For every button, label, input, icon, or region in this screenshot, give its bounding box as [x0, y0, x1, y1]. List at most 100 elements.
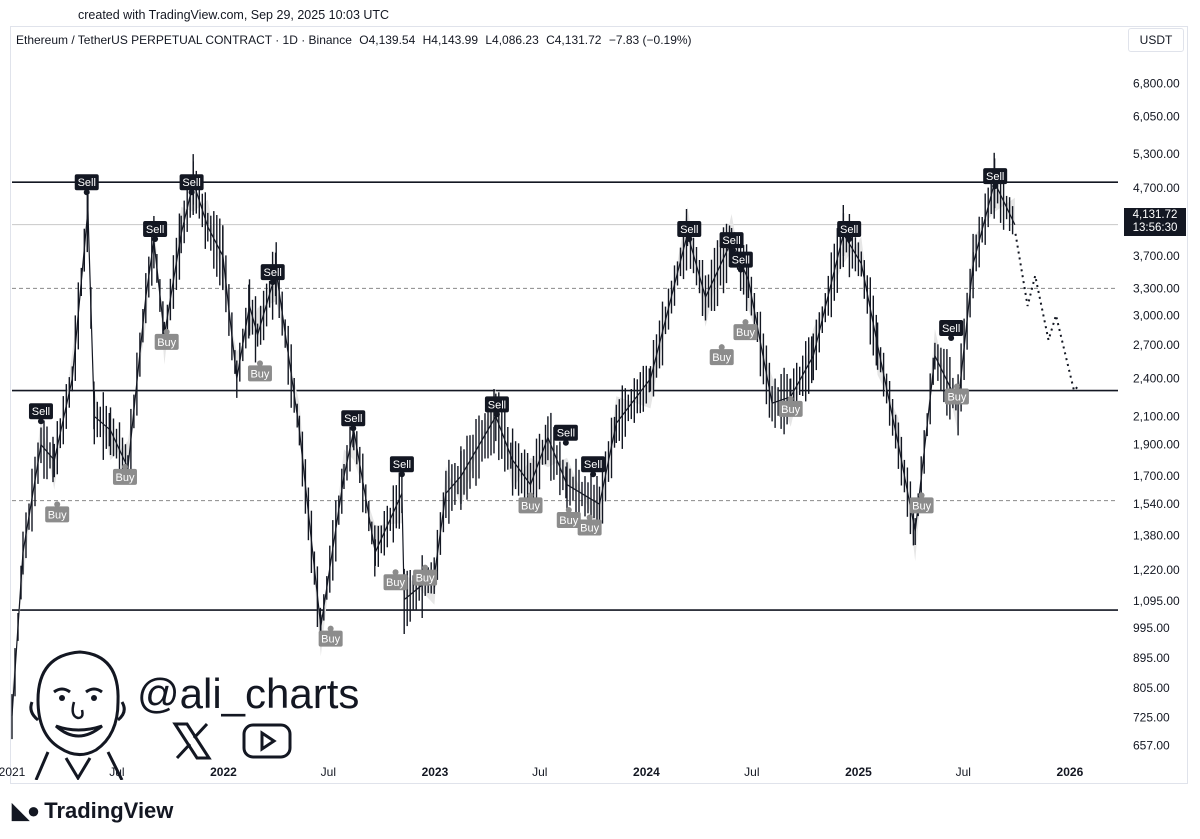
time-tick-label: 2021 [0, 765, 26, 779]
signal-label: Buy [48, 509, 67, 521]
buy-signal: Buy [518, 492, 543, 514]
signal-label: Sell [182, 177, 200, 189]
author-handle: @ali_charts [137, 670, 360, 717]
symbol-name[interactable]: Ethereum / TetherUS PERPETUAL CONTRACT ·… [16, 33, 352, 47]
signal-label: Sell [557, 428, 575, 440]
forecast-path [1014, 233, 1081, 393]
price-tick-label: 2,100.00 [1133, 409, 1180, 423]
chart-frame [10, 26, 1188, 784]
ohlc-low: L4,086.23 [485, 33, 539, 47]
sell-signal: Sell [484, 396, 509, 418]
buy-signal: Buy [909, 492, 934, 514]
symbol-legend: Ethereum / TetherUS PERPETUAL CONTRACT ·… [16, 33, 696, 47]
signal-labels: SellBuySellBuySellBuySellSellBuyBuySellS… [28, 168, 1008, 647]
price-tick-label: 895.00 [1133, 651, 1170, 665]
tradingview-mark-icon: ◣● [12, 798, 40, 823]
signal-label: Sell [32, 406, 50, 418]
currency-selector[interactable]: USDT [1128, 28, 1184, 52]
sell-signal: Sell [143, 221, 168, 243]
ohlc-high: H4,143.99 [422, 33, 479, 47]
social-icons [172, 722, 292, 760]
signal-label: Buy [559, 515, 578, 527]
sell-signal: Sell [677, 221, 702, 243]
signal-label: Sell [942, 323, 960, 335]
signal-label: Buy [321, 634, 340, 646]
buy-signal: Buy [247, 360, 272, 382]
buy-signal: Buy [577, 514, 602, 536]
sell-signal: Sell [939, 319, 964, 341]
price-tick-label: 657.00 [1133, 739, 1170, 753]
signal-label: Buy [250, 368, 269, 380]
forecast-line [1014, 233, 1081, 393]
signal-label: Buy [521, 500, 540, 512]
sell-signal: Sell [983, 168, 1008, 190]
signal-label: Sell [78, 177, 96, 189]
signal-label: Sell [344, 413, 362, 425]
sell-signal: Sell [553, 424, 578, 446]
youtube-icon[interactable] [242, 723, 292, 759]
signal-label: Buy [947, 392, 966, 404]
signal-label: Buy [157, 337, 176, 349]
time-tick-label: Jul [321, 765, 336, 779]
buy-signal: Buy [112, 463, 137, 485]
ohlc-close: C4,131.72 [546, 33, 602, 47]
bar-countdown: 13:56:30 [1132, 222, 1178, 234]
time-tick-label: Jul [956, 765, 971, 779]
price-tick-label: 1,540.00 [1133, 497, 1180, 511]
signal-label: Sell [986, 171, 1004, 183]
signal-label: Buy [736, 327, 755, 339]
price-tick-label: 1,220.00 [1133, 563, 1180, 577]
signal-label: Buy [712, 352, 731, 364]
signal-label: Buy [781, 404, 800, 416]
time-tick-label: 2025 [845, 765, 872, 779]
sell-signal: Sell [719, 232, 744, 254]
price-tick-label: 1,900.00 [1133, 438, 1180, 452]
sell-signal: Sell [74, 174, 99, 196]
signal-label: Sell [722, 235, 740, 247]
signal-label: Sell [393, 459, 411, 471]
sell-signal: Sell [581, 456, 606, 478]
price-tick-label: 6,800.00 [1133, 77, 1180, 91]
sell-signal: Sell [728, 251, 753, 273]
sell-signal: Sell [179, 174, 204, 196]
price-axis: 6,800.00 6,050.00 5,300.00 4,700.00 3,700.00… [1133, 77, 1180, 753]
buy-signal: Buy [413, 564, 438, 586]
sell-signal: Sell [260, 264, 285, 286]
buy-signal: Buy [709, 344, 734, 366]
sell-signal: Sell [28, 403, 53, 425]
price-tick-label: 995.00 [1133, 621, 1170, 635]
ohlc-open: O4,139.54 [359, 33, 416, 47]
signal-label: Sell [732, 255, 750, 267]
signal-label: Sell [146, 224, 164, 236]
price-tick-label: 1,700.00 [1133, 469, 1180, 483]
buy-signal: Buy [383, 569, 408, 591]
sell-signal: Sell [389, 456, 414, 478]
price-tick-label: 805.00 [1133, 681, 1170, 695]
price-tick-label: 6,050.00 [1133, 110, 1180, 124]
signal-label: Sell [584, 459, 602, 471]
x-logo-icon[interactable] [172, 722, 212, 760]
last-price-value: 4,131.72 [1132, 209, 1178, 221]
price-tick-label: 3,000.00 [1133, 308, 1180, 322]
price-tick-label: 2,700.00 [1133, 338, 1180, 352]
ohlc-change: −7.83 (−0.19%) [608, 33, 692, 47]
price-tick-label: 1,380.00 [1133, 528, 1180, 542]
tradingview-logo[interactable]: ◣● TradingView [12, 798, 173, 824]
price-tick-label: 1,095.00 [1133, 594, 1180, 608]
signal-label: Buy [115, 472, 134, 484]
candle-series [11, 152, 1016, 740]
sell-signal: Sell [837, 221, 862, 243]
signal-label: Sell [264, 267, 282, 279]
buy-signal: Buy [45, 501, 70, 523]
signal-label: Sell [488, 399, 506, 411]
sell-signal: Sell [341, 410, 366, 432]
buy-signal: Buy [556, 506, 581, 528]
time-tick-label: 2024 [633, 765, 660, 779]
price-tick-label: 5,300.00 [1133, 147, 1180, 161]
avatar-caricature [29, 650, 126, 780]
time-tick-label: Jul [744, 765, 759, 779]
time-tick-label: 2022 [210, 765, 237, 779]
time-tick-label: 2026 [1057, 765, 1084, 779]
buy-signal: Buy [944, 383, 969, 405]
